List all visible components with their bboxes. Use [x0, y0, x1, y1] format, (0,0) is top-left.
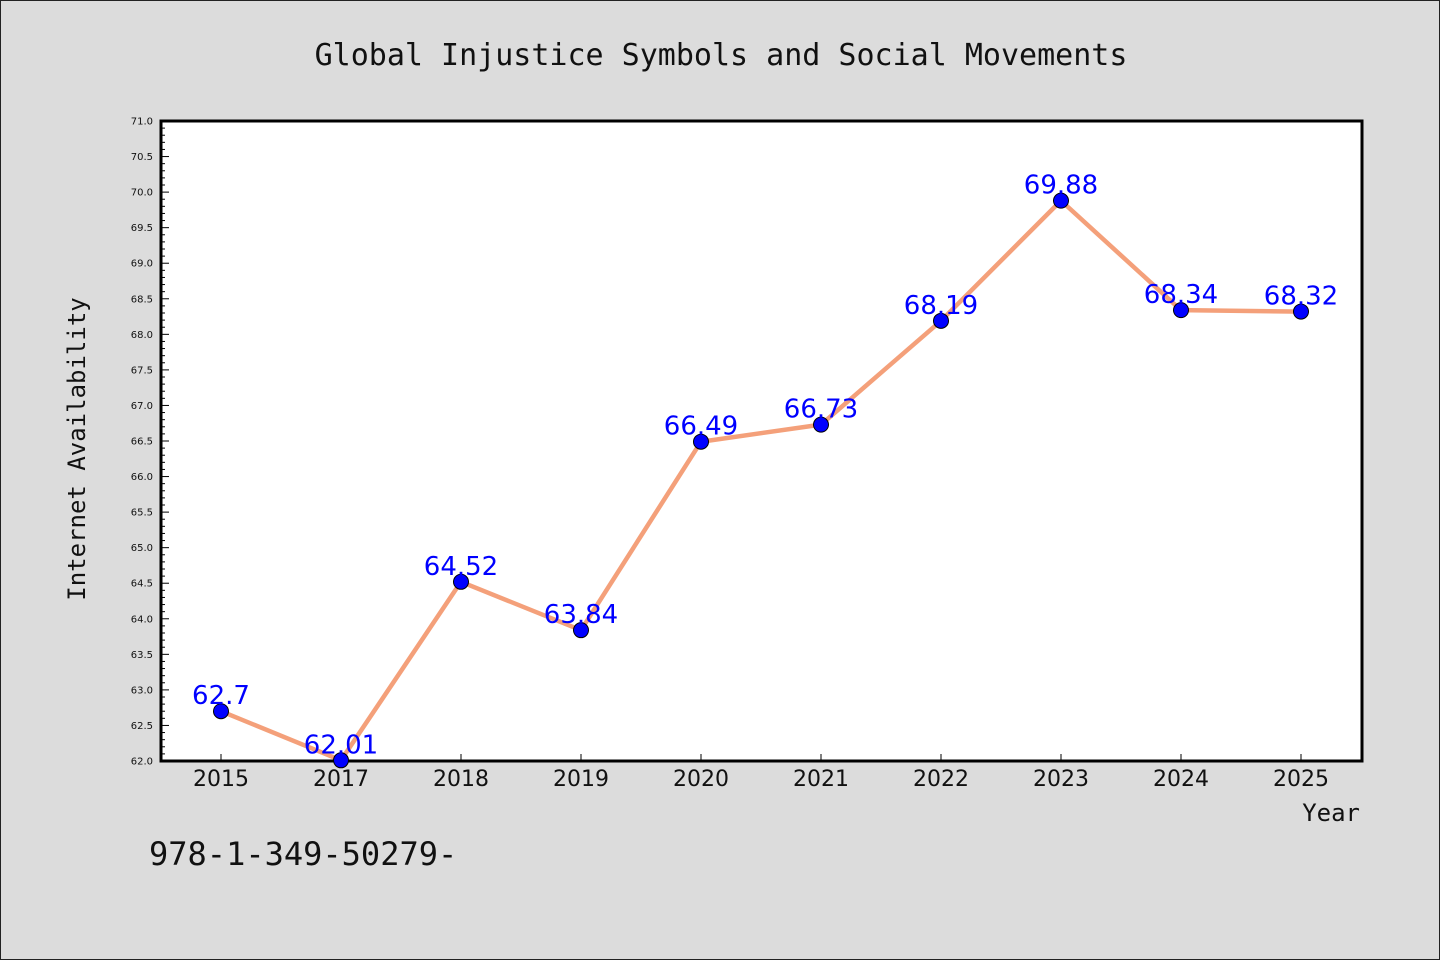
data-point-2024: [1173, 302, 1189, 319]
y-tick-label: 65.5: [131, 508, 153, 519]
data-label-2022: 68.19: [904, 291, 978, 321]
data-label-2017: 62.01: [304, 730, 378, 760]
data-point-2019: [573, 622, 589, 639]
footnote-isbn: 978-1-349-50279-: [149, 835, 457, 873]
plot-area: [159, 119, 1364, 763]
data-point-2020: [693, 433, 709, 450]
x-axis-label: Year: [1302, 799, 1360, 827]
data-label-2018: 64.52: [424, 552, 498, 582]
data-point-2023: [1053, 192, 1069, 209]
x-tick-label: 2020: [673, 767, 729, 792]
y-axis-label: Internet Availability: [63, 297, 91, 600]
data-label-2019: 63.84: [544, 600, 618, 630]
y-tick-label: 63.0: [131, 685, 153, 696]
data-labels: 62.7 62.01 64.52 63.84 66.49 66.73 68.19 69.88 6…: [192, 171, 1338, 761]
x-tick-label: 2025: [1273, 767, 1329, 792]
y-tick-label: 62.0: [131, 757, 153, 768]
x-tick-label: 2021: [793, 767, 849, 792]
x-tick-label: 2019: [553, 767, 609, 792]
y-tick-label: 64.0: [131, 614, 153, 625]
data-point-2022: [933, 312, 949, 329]
y-tick-label: 67.5: [131, 365, 153, 376]
y-tick-label: 68.0: [131, 330, 153, 341]
y-tick-label: 68.5: [131, 294, 153, 305]
x-tick-label: 2022: [913, 767, 969, 792]
series-line: [218, 198, 1304, 763]
data-point-2017: [333, 752, 349, 769]
data-point-2021: [813, 416, 829, 433]
series-line-group: [218, 198, 1304, 763]
y-tick-label: 63.5: [131, 650, 153, 661]
data-point-2015: [213, 703, 229, 720]
x-tick-label: 2017: [313, 767, 369, 792]
data-point-2025: [1293, 303, 1309, 320]
data-label-2015: 62.7: [192, 681, 250, 711]
y-tick-label: 64.5: [131, 579, 153, 590]
data-label-2025: 68.32: [1264, 282, 1338, 312]
y-tick-label: 70.0: [131, 188, 153, 199]
y-tick-label: 66.0: [131, 472, 153, 483]
y-axis-ticks: 62.0 62.5 63.0 63.5 64.0 64.5 65.0 65.5 66.0 66.5…: [131, 117, 169, 768]
series-markers: [213, 192, 1309, 769]
data-label-2024: 68.34: [1144, 280, 1218, 310]
y-tick-label: 66.5: [131, 437, 153, 448]
y-tick-label: 65.0: [131, 543, 153, 554]
y-tick-label: 71.0: [131, 117, 153, 128]
y-tick-label: 62.5: [131, 721, 153, 732]
x-tick-label: 2018: [433, 767, 489, 792]
data-label-2021: 66.73: [784, 395, 858, 425]
data-label-2023: 69.88: [1024, 171, 1098, 201]
y-tick-label: 67.0: [131, 401, 153, 412]
x-tick-label: 2023: [1033, 767, 1089, 792]
x-tick-label: 2015: [193, 767, 249, 792]
data-point-2018: [453, 573, 469, 590]
y-tick-label: 69.0: [131, 259, 153, 270]
data-label-2020: 66.49: [664, 412, 738, 442]
y-tick-label: 70.5: [131, 152, 153, 163]
chart-title: Global Injustice Symbols and Social Move…: [315, 38, 1128, 73]
x-axis-ticks: 2015 2017 2018 2019 2020 2021 2022 2023 2024 2025: [193, 754, 1329, 792]
y-tick-label: 69.5: [131, 223, 153, 234]
x-tick-label: 2024: [1153, 767, 1209, 792]
